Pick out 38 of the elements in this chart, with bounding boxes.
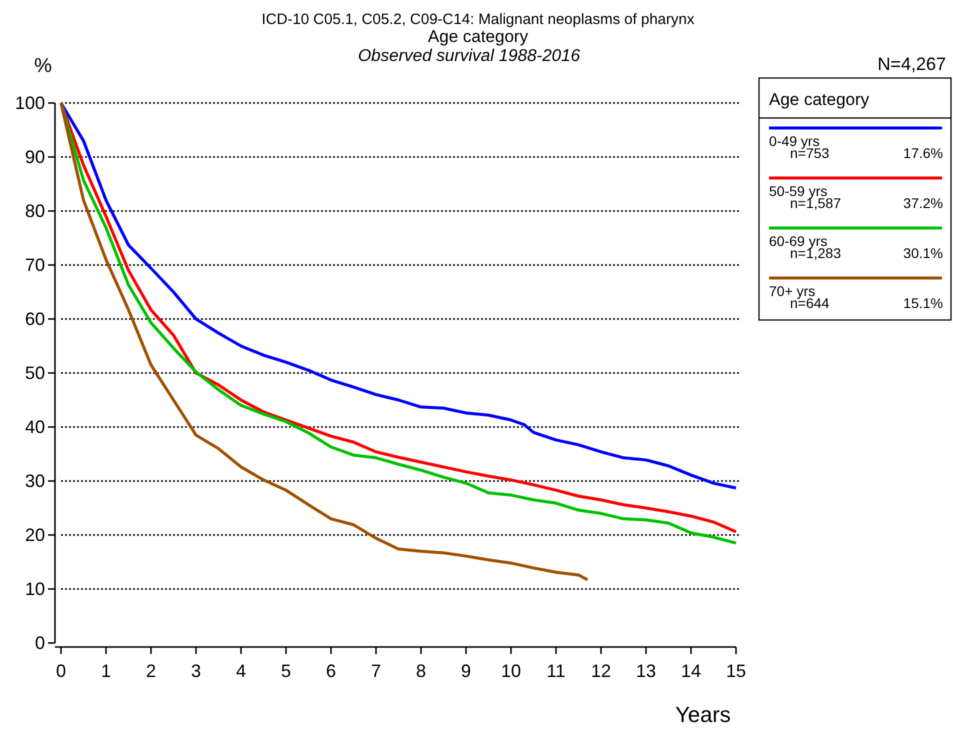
y-tick-label: 50 xyxy=(24,363,45,383)
x-tick-label: 2 xyxy=(146,661,156,681)
x-tick-label: 10 xyxy=(500,661,522,681)
text: 17.6% xyxy=(903,145,943,161)
y-tick-label: 30 xyxy=(24,471,45,491)
line-series xyxy=(60,102,589,582)
text: N=4,267 xyxy=(877,54,946,74)
x-tick-label: 11 xyxy=(546,661,566,681)
chart-subtitle: Observed survival 1988-2016 xyxy=(358,46,581,65)
y-tick-label: 100 xyxy=(14,93,45,113)
x-tick-label: 4 xyxy=(236,661,246,681)
x-tick-label: 13 xyxy=(636,661,656,681)
x-tick-label: 8 xyxy=(416,661,426,681)
x-tick-label: 15 xyxy=(726,661,746,681)
y-axis-title: % xyxy=(34,55,52,77)
x-tick-label: 6 xyxy=(326,661,336,681)
x-tick-label: 9 xyxy=(460,661,472,681)
chart-title: ICD-10 C05.1, C05.2, C09-C14: Malignant neoplasms of pharynx Age category xyxy=(262,11,695,46)
x-tick-label: 14 xyxy=(680,661,702,681)
legend-title: Age category xyxy=(769,90,870,109)
y-tick-label: 10 xyxy=(24,579,45,599)
x-tick-label: 0 xyxy=(56,661,66,681)
x-tick-label: 12 xyxy=(590,661,612,681)
x-tick-label: 5 xyxy=(280,661,292,681)
y-tick-label: 80 xyxy=(24,201,45,221)
y-tick-label: 90 xyxy=(24,147,45,167)
y-tick-label: 0 xyxy=(34,633,45,653)
text: 30.1% xyxy=(903,245,943,261)
y-tick-label: 40 xyxy=(24,417,45,437)
y-tick-label: 60 xyxy=(24,309,45,329)
x-tick-label: 3 xyxy=(190,661,202,681)
text: 15.1% xyxy=(903,295,943,311)
text: 37.2% xyxy=(903,195,943,211)
x-axis-title: Years xyxy=(675,702,731,727)
y-tick-label: 70 xyxy=(24,255,45,275)
y-tick-label: 20 xyxy=(24,525,45,545)
x-tick-label: 1 xyxy=(100,661,112,681)
x-tick-label: 7 xyxy=(370,661,382,681)
